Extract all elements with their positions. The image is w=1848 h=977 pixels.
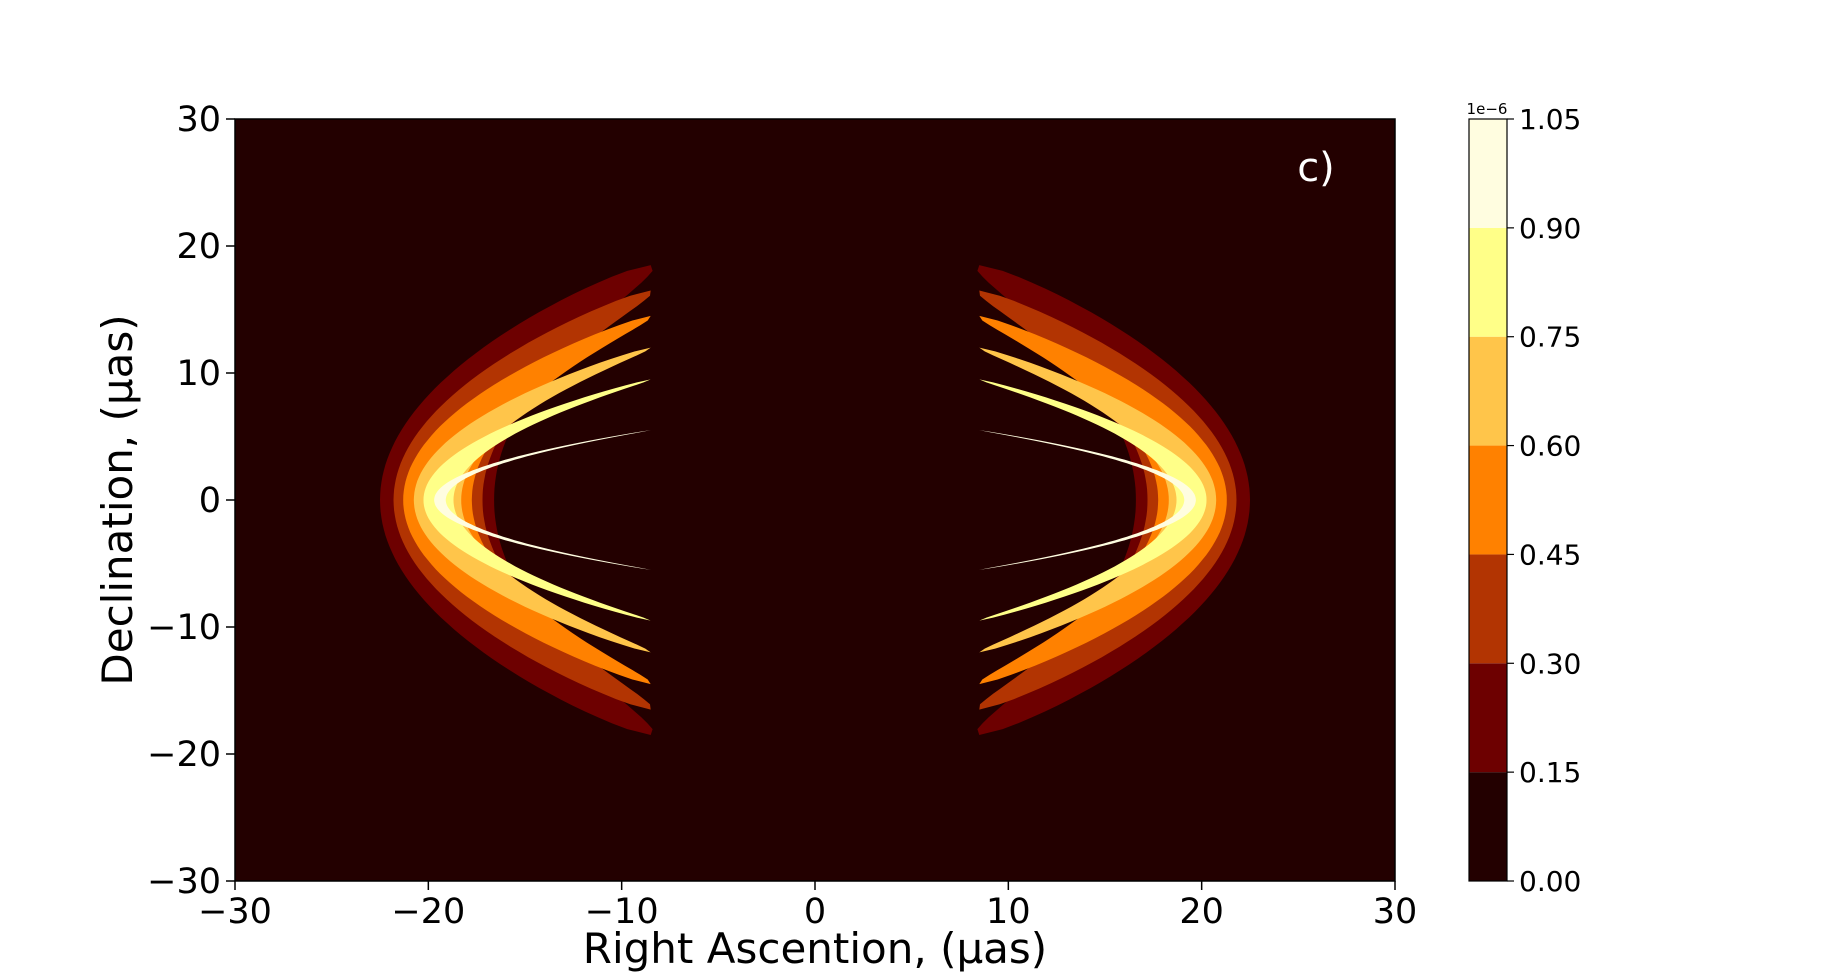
y-tick-label: −10 (147, 608, 221, 648)
colorbar-band (1469, 663, 1507, 773)
x-tick-label: 20 (1179, 892, 1224, 932)
y-tick-label: 20 (176, 227, 221, 267)
colorbar-frame (1468, 118, 1508, 882)
colorbar-band (1469, 445, 1507, 555)
colorbar-band (1469, 554, 1507, 664)
crescent-band-right (979, 379, 1207, 621)
y-tick-label: 0 (199, 481, 221, 521)
colorbar-band (1469, 119, 1507, 228)
crescent-band-left (380, 265, 653, 735)
panel-label: c) (1297, 145, 1335, 191)
y-tick-label: 30 (176, 100, 221, 140)
x-tick-label: −20 (391, 892, 465, 932)
x-tick-label: 10 (986, 892, 1031, 932)
colorbar-tick-label: 0.60 (1519, 430, 1581, 463)
colorbar-tick-label: 0.15 (1519, 756, 1581, 789)
colorbar-tick-label: 1.05 (1519, 103, 1581, 136)
crescent-band-left (403, 315, 651, 685)
x-axis-label: Right Ascention, (μas) (583, 924, 1047, 973)
crescent-band-right (979, 347, 1217, 653)
colorbar-tick-label: 0.30 (1519, 647, 1581, 680)
colorbar-tick-label: 0.75 (1519, 321, 1581, 354)
colorbar-tick-label: 0.00 (1519, 865, 1581, 898)
crescent-band-left (393, 290, 651, 710)
crescent-band-left (423, 379, 651, 621)
y-axis-label: Declination, (μas) (93, 314, 142, 685)
colorbar: 0.00 0.15 0.30 0.45 0.60 0.75 0.90 1.05 (1468, 103, 1581, 898)
colorbar-band (1469, 227, 1507, 337)
y-tick-label: 10 (176, 354, 221, 394)
y-tick-label: −20 (147, 735, 221, 775)
crescent-band-right (979, 290, 1237, 710)
crescent-band-right (979, 430, 1196, 570)
x-tick-label: 30 (1373, 892, 1418, 932)
x-tick-label: −30 (198, 892, 272, 932)
x-axis: −30 −20 −10 0 10 20 30 (198, 881, 1417, 932)
colorbar-tick-label: 0.45 (1519, 538, 1581, 571)
crescent-band-right (977, 265, 1250, 735)
colorbar-tick-label: 0.90 (1519, 212, 1581, 245)
crescent-contours (380, 265, 1250, 735)
colorbar-offset-label: 1e−6 (1467, 100, 1508, 118)
y-axis: −30 −20 −10 0 10 20 30 (147, 100, 235, 902)
x-tick-label: 0 (804, 892, 826, 932)
colorbar-band (1469, 772, 1507, 881)
colorbar-band (1469, 336, 1507, 446)
x-tick-label: −10 (585, 892, 659, 932)
crescent-band-left (434, 430, 651, 570)
y-tick-label: −30 (147, 862, 221, 902)
crescent-band-left (413, 347, 651, 653)
crescent-band-right (979, 315, 1227, 685)
